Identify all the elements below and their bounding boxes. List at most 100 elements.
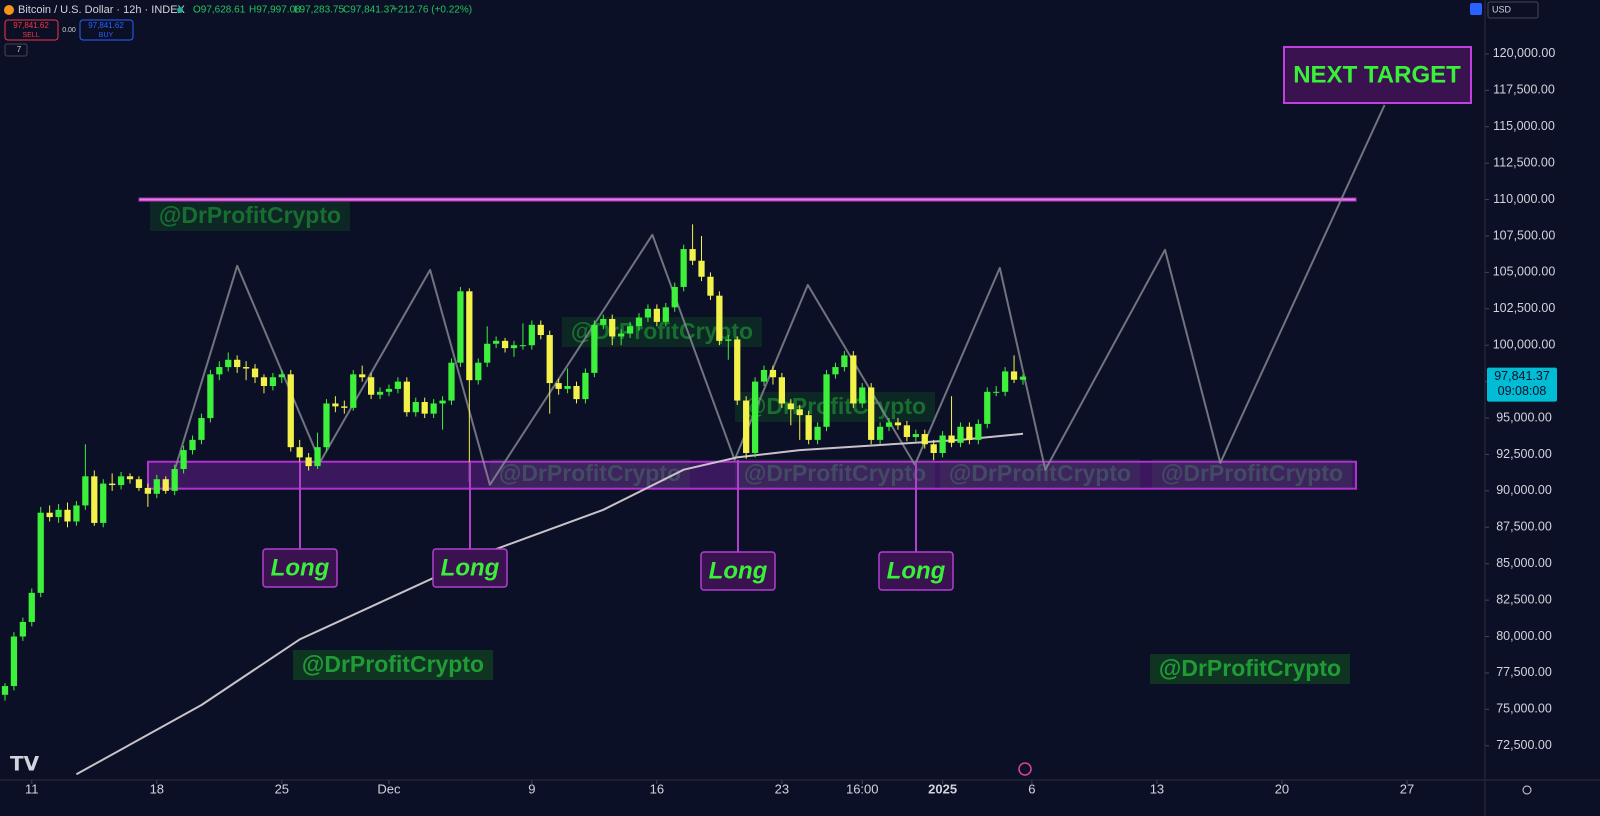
candle-body <box>850 355 857 404</box>
y-tick-label: 102,500.00 <box>1493 301 1556 315</box>
candle-body <box>439 400 446 404</box>
candle-body <box>37 512 44 593</box>
candle-body <box>1 686 9 695</box>
candle-body <box>885 422 893 427</box>
watermark: @DrProfitCrypto <box>1161 460 1343 486</box>
sell-price: 97,841.62 <box>13 21 49 30</box>
y-tick-label: 107,500.00 <box>1493 228 1556 242</box>
x-tick-label: 6 <box>1028 781 1035 796</box>
y-tick-label: 105,000.00 <box>1493 265 1556 279</box>
candle-body <box>841 355 848 368</box>
annotation-box <box>262 548 338 588</box>
candle-body <box>180 450 187 470</box>
watermark-bg <box>1150 654 1350 684</box>
candle-body <box>832 367 839 375</box>
x-tick-label: 2025 <box>928 781 957 796</box>
candle-body <box>367 377 375 395</box>
candle-body <box>921 434 928 445</box>
annotation-label: Long <box>441 554 500 581</box>
candle-body <box>939 435 946 453</box>
candle-body <box>743 400 750 453</box>
candle-body <box>1019 376 1027 380</box>
candle-body <box>778 377 786 404</box>
candle-body <box>403 381 410 413</box>
candle-body <box>903 425 911 437</box>
candle-body <box>323 403 330 448</box>
watermark: @DrProfitCrypto <box>949 460 1131 486</box>
currency-box[interactable] <box>1487 1 1539 19</box>
y-tick-label: 110,000.00 <box>1493 192 1555 206</box>
candle-body <box>823 374 830 427</box>
candle-body <box>510 345 518 349</box>
x-tick-label: 27 <box>1400 781 1414 796</box>
support-zone <box>147 460 1357 490</box>
candle-body <box>930 444 937 453</box>
candle-body <box>609 318 616 337</box>
sell-button[interactable] <box>4 19 59 41</box>
candle-body <box>251 368 259 378</box>
candle-body <box>385 388 393 392</box>
candle-body <box>501 340 509 349</box>
candle-body <box>662 307 669 322</box>
candle-body <box>278 374 285 378</box>
candle-body <box>296 447 303 458</box>
watermark-bg <box>150 201 350 231</box>
candle-body <box>957 426 964 443</box>
watermark: @DrProfitCrypto <box>302 651 484 677</box>
y-tick-label: 77,500.00 <box>1496 665 1552 679</box>
candle-body <box>975 423 982 440</box>
annotation-label: Long <box>887 557 946 584</box>
currency: USD <box>1492 4 1512 14</box>
candle-body <box>493 340 500 344</box>
y-tick-label: 112,500.00 <box>1493 155 1555 169</box>
candle-body <box>582 372 589 400</box>
candle-body <box>671 286 678 308</box>
candle-body <box>626 326 634 334</box>
candle-body <box>859 387 866 404</box>
candle-body <box>109 483 116 486</box>
candle-body <box>171 469 178 491</box>
y-tick-label: 117,500.00 <box>1493 83 1555 97</box>
candle-body <box>993 391 1000 393</box>
candle-body <box>725 339 732 341</box>
candle-body <box>225 359 232 368</box>
settings-icon[interactable] <box>1470 3 1482 15</box>
watermark-bg <box>735 459 935 489</box>
candle-body <box>734 339 741 401</box>
y-tick-label: 85,000.00 <box>1496 556 1552 570</box>
candle-body <box>680 249 687 287</box>
watermark-bg <box>293 650 493 680</box>
event-icon[interactable] <box>1018 762 1032 776</box>
candles <box>1 224 1027 701</box>
candle-body <box>555 383 562 389</box>
x-tick-label: 18 <box>150 781 164 796</box>
candle-body <box>868 387 875 440</box>
candle-body <box>314 447 321 467</box>
y-tick-label: 80,000.00 <box>1496 629 1552 643</box>
candle-body <box>207 374 214 419</box>
candle-body <box>653 308 660 322</box>
candle-body <box>46 512 53 518</box>
candle-body <box>412 402 419 413</box>
annotation-label: Long <box>271 554 330 581</box>
x-tick-label: 16 <box>650 781 664 796</box>
axes: 120,000.00 117,500.00 115,000.00 112,500.00… <box>25 46 1557 796</box>
indicators-toggle[interactable] <box>4 43 28 57</box>
annotation-label: Long <box>709 557 768 584</box>
y-tick-label: 82,500.00 <box>1496 592 1552 606</box>
candle-body <box>457 291 464 363</box>
watermark: @DrProfitCrypto <box>744 460 926 486</box>
candle-body <box>546 335 553 384</box>
ohlc-low: L97,283.75 <box>294 5 344 16</box>
y-tick-label: 72,500.00 <box>1496 738 1552 752</box>
candle-body <box>216 367 223 375</box>
buy-button[interactable] <box>79 19 134 41</box>
settings-button[interactable] <box>1522 785 1532 795</box>
candle-body <box>984 391 991 424</box>
candle-body <box>769 369 777 378</box>
candle-body <box>359 374 366 378</box>
candle-body <box>234 359 241 368</box>
watermark: @DrProfitCrypto <box>1159 655 1341 681</box>
